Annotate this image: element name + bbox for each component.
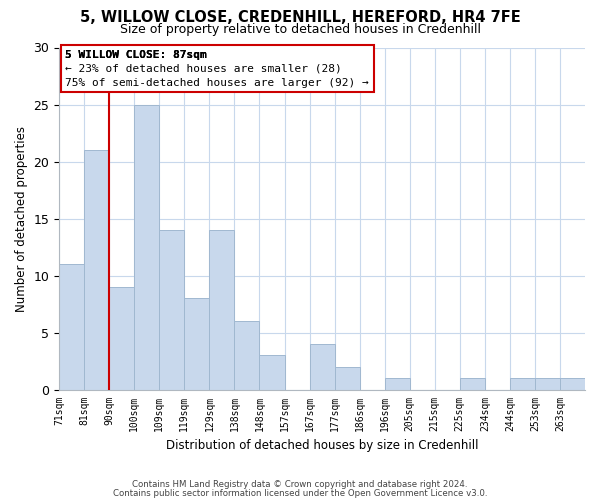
Bar: [109, 287, 134, 390]
Bar: [259, 356, 284, 390]
Bar: [84, 150, 109, 390]
X-axis label: Distribution of detached houses by size in Credenhill: Distribution of detached houses by size …: [166, 440, 478, 452]
Bar: [235, 321, 259, 390]
Text: 5, WILLOW CLOSE, CREDENHILL, HEREFORD, HR4 7FE: 5, WILLOW CLOSE, CREDENHILL, HEREFORD, H…: [80, 10, 520, 25]
Text: 5 WILLOW CLOSE: 87sqm
← 23% of detached houses are smaller (28)
75% of semi-deta: 5 WILLOW CLOSE: 87sqm ← 23% of detached …: [65, 50, 369, 88]
Bar: [160, 230, 184, 390]
Bar: [385, 378, 410, 390]
Text: 5 WILLOW CLOSE: 87sqm: 5 WILLOW CLOSE: 87sqm: [65, 50, 207, 60]
Bar: [134, 104, 160, 390]
Bar: [460, 378, 485, 390]
Bar: [209, 230, 235, 390]
Bar: [59, 264, 84, 390]
Bar: [335, 367, 359, 390]
Bar: [184, 298, 209, 390]
Text: 5 WILLOW CLOSE: 87sqm
← 23% of detached houses are smaller (28)
75% of semi-deta: 5 WILLOW CLOSE: 87sqm ← 23% of detached …: [65, 50, 369, 88]
Text: 5 WILLOW CLOSE: 87sqm: 5 WILLOW CLOSE: 87sqm: [65, 50, 207, 60]
Text: Size of property relative to detached houses in Credenhill: Size of property relative to detached ho…: [119, 22, 481, 36]
Bar: [310, 344, 335, 390]
Text: Contains public sector information licensed under the Open Government Licence v3: Contains public sector information licen…: [113, 489, 487, 498]
Bar: [560, 378, 585, 390]
Y-axis label: Number of detached properties: Number of detached properties: [15, 126, 28, 312]
Bar: [535, 378, 560, 390]
Text: Contains HM Land Registry data © Crown copyright and database right 2024.: Contains HM Land Registry data © Crown c…: [132, 480, 468, 489]
Bar: [510, 378, 535, 390]
